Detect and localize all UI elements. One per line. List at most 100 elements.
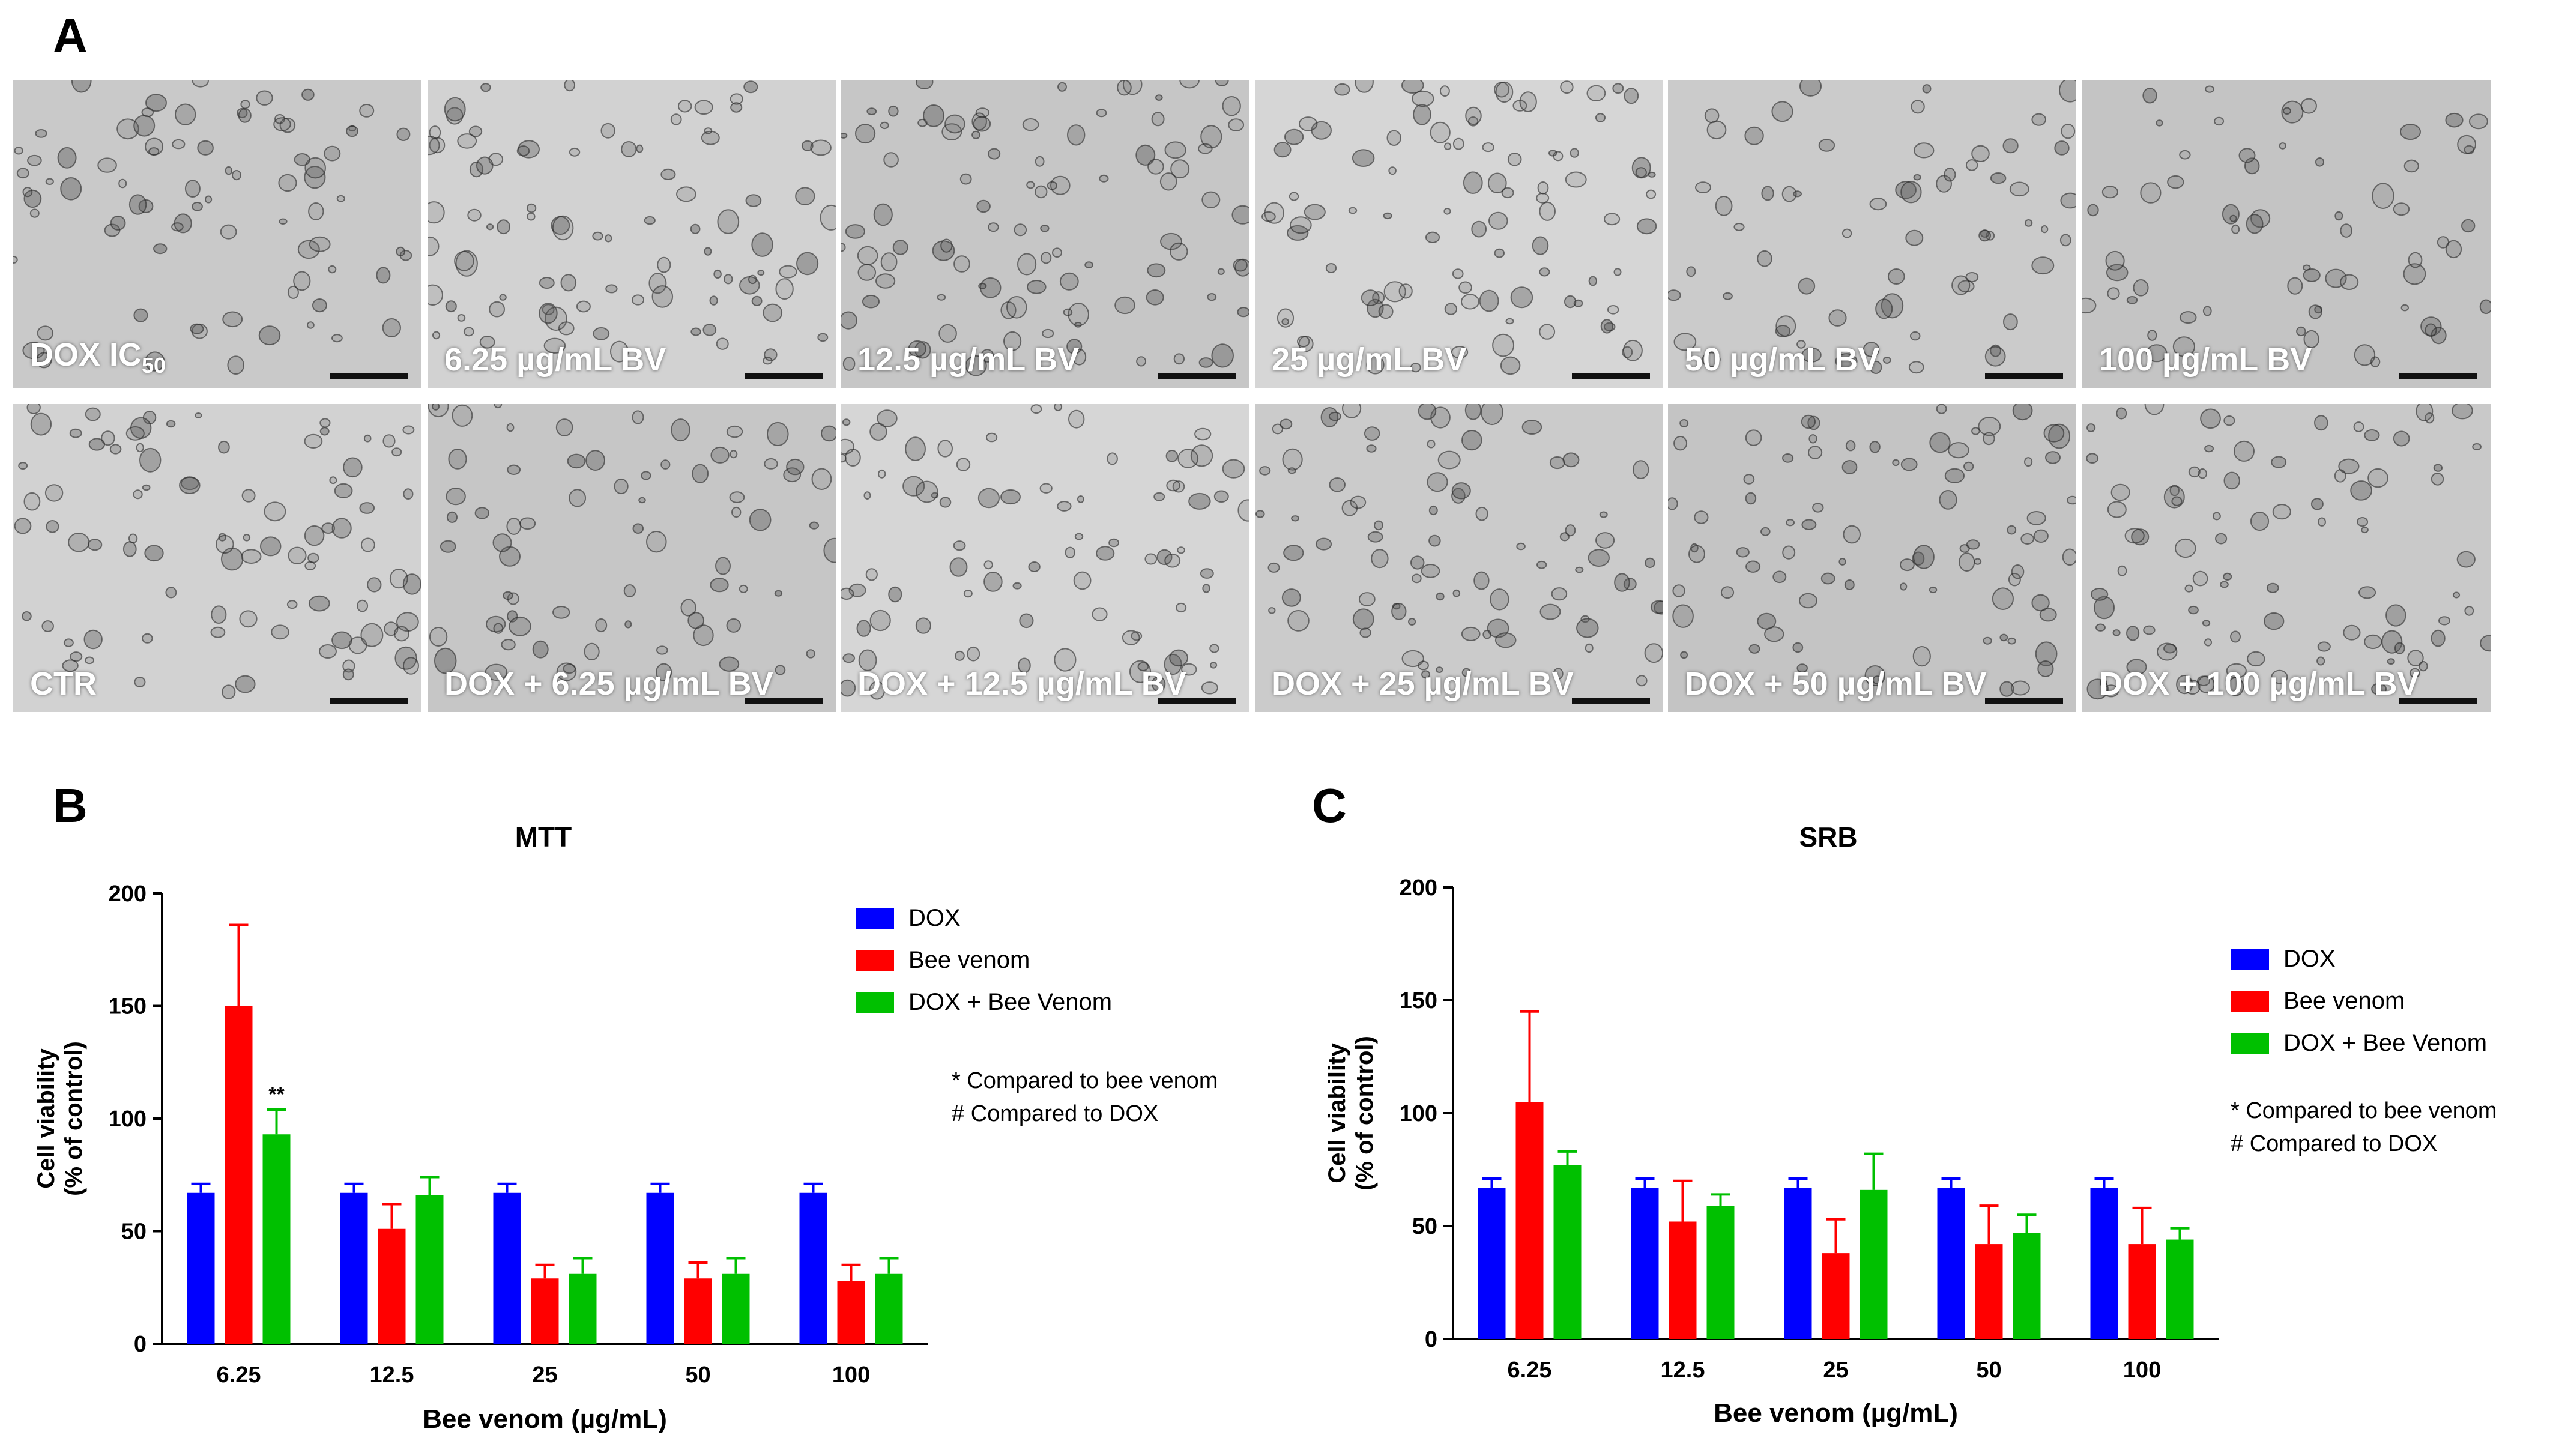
x-tick-label: 25 [1823,1358,1848,1383]
legend-swatch [2231,1033,2269,1054]
micrograph-tile: CTR [13,404,421,712]
chart-note: * Compared to bee venom [2231,1098,2497,1123]
cell-texture [1668,404,2076,697]
scale-bar [1985,698,2063,704]
y-axis-label-unit: (% of control) [1352,1036,1378,1191]
bar [340,1192,368,1344]
micrograph-tile: DOX IC50 [13,80,421,388]
scale-bar [1985,373,2063,379]
legend-swatch [2231,991,2269,1012]
panel-label-c: C [1312,779,1347,832]
bar [646,1192,674,1344]
bar [2090,1188,2118,1339]
bar [837,1281,865,1344]
micrograph-tile: 50 µg/mL BV [1668,80,2076,388]
bar [493,1192,521,1344]
y-tick-label: 200 [109,881,147,907]
cell-texture [841,80,1249,376]
cell-texture [428,404,836,681]
scale-bar [1572,373,1650,379]
scale-bar [745,698,823,704]
y-tick-label: 50 [121,1219,147,1245]
cell-texture [1255,404,1663,687]
bar [799,1192,827,1344]
x-tick-label: 12.5 [1661,1358,1705,1383]
micrograph-label: DOX + 6.25 µg/mL BV [444,666,773,702]
x-tick-label: 6.25 [1508,1358,1552,1383]
bar [2013,1233,2041,1339]
significance-mark: ** [268,1083,285,1106]
scale-bar [1572,698,1650,704]
y-tick-label: 150 [1400,988,1437,1013]
micrograph-tile: DOX + 6.25 µg/mL BV [428,404,836,712]
cell-texture [1261,80,1657,375]
cell-texture [2086,404,2491,700]
scale-bar [2399,373,2477,379]
bar [722,1273,750,1344]
y-axis-label-unit: (% of control) [61,1041,87,1196]
legend-entry: DOX [908,905,961,931]
chart-title: SRB [1799,821,1857,853]
y-axis-label: Cell viability [33,1048,59,1189]
legend-entry: Bee venom [908,947,1030,973]
legend-swatch [856,950,894,971]
bar [1706,1206,1735,1339]
chart-note: # Compared to DOX [2231,1131,2437,1156]
legend-entry: DOX [2283,946,2336,972]
mtt-chart: MTT 0 50 100 150 200 Cell viability (% of contr… [0,793,1261,1453]
bar [1631,1188,1659,1339]
y-tick-label: 100 [1400,1101,1437,1126]
x-tick-label: 25 [532,1362,557,1388]
bar [1553,1165,1582,1339]
legend-swatch [2231,949,2269,970]
panel-label-b: B [53,779,88,832]
bar [569,1273,597,1344]
legend-swatch [856,992,894,1013]
panel-label-a: A [53,9,88,62]
bar [1860,1189,1888,1339]
x-axis-label: Bee venom (µg/mL) [1714,1398,1958,1428]
x-tick-label: 100 [2123,1358,2161,1383]
cell-texture [14,404,421,699]
bar [225,1006,253,1344]
micrograph-label: 100 µg/mL BV [2099,342,2312,378]
micrograph-tile: 12.5 µg/mL BV [841,80,1249,388]
bar [2166,1239,2194,1339]
x-tick-label: 12.5 [370,1362,414,1388]
scale-bar [2399,698,2477,704]
micrograph-tile: DOX + 12.5 µg/mL BV [841,404,1249,712]
micrograph-label: DOX + 12.5 µg/mL BV [857,666,1186,702]
cell-texture [13,80,412,375]
legend-swatch [856,908,894,929]
srb-chart: SRB 0 50 100 150 200 Cell viability (% of contr… [1291,793,2546,1453]
legend-entry: DOX + Bee Venom [908,989,1112,1015]
micrograph-label: DOX IC50 [30,337,166,378]
cell-texture [428,80,836,365]
legend-entry: Bee venom [2283,988,2405,1014]
scale-bar [1158,698,1236,704]
micrograph-tile: 6.25 µg/mL BV [428,80,836,388]
bar [1478,1188,1506,1339]
bar [1937,1188,1965,1339]
mtt-chart-svg: MTT 0 50 100 150 200 Cell viability (% of contr… [33,821,1218,1434]
bar [378,1228,406,1344]
bar [262,1134,291,1344]
y-tick-label: 0 [1425,1327,1437,1352]
bar [531,1278,559,1344]
micrograph-label: CTR [30,666,97,702]
micrograph-label: DOX + 100 µg/mL BV [2099,666,2419,702]
bar [684,1278,712,1344]
micrograph-tile: DOX + 100 µg/mL BV [2082,404,2491,712]
y-tick-label: 200 [1400,875,1437,901]
bar [2128,1244,2156,1339]
micrograph-label: DOX + 50 µg/mL BV [1685,666,1987,702]
micrograph-label: 12.5 µg/mL BV [857,342,1080,378]
x-tick-label: 50 [1976,1358,2001,1383]
bar [1784,1188,1812,1339]
micrograph-tile: 100 µg/mL BV [2082,80,2491,388]
micrograph-label: 50 µg/mL BV [1685,342,1880,378]
micrograph-label: 25 µg/mL BV [1272,342,1467,378]
micrograph-label: DOX + 25 µg/mL BV [1272,666,1574,702]
y-tick-label: 0 [134,1332,147,1357]
cell-texture [841,404,1249,700]
